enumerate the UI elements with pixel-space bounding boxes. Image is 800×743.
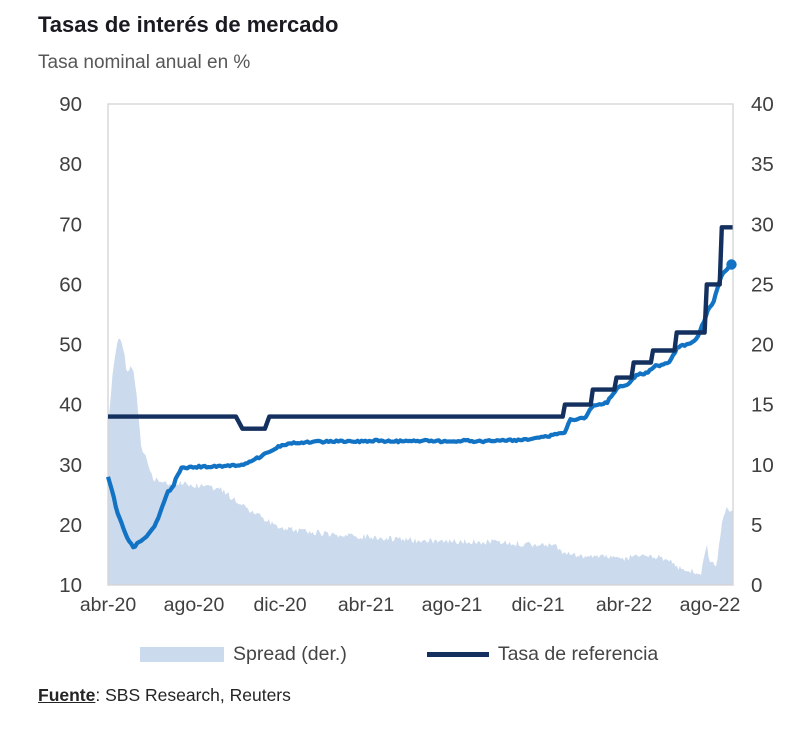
legend-label-referencia: Tasa de referencia <box>497 643 659 665</box>
right-axis-tick-label: 15 <box>751 394 774 417</box>
x-axis-tick-label: ago-22 <box>680 594 741 616</box>
right-axis-tick-label: 10 <box>751 454 774 477</box>
source-label: Fuente <box>38 685 96 705</box>
left-axis-tick-label: 30 <box>59 454 82 477</box>
report-page: Tasas de interés de mercado Tasa nominal… <box>0 12 800 743</box>
left-axis-tick-label: 40 <box>59 394 82 417</box>
chart-title: Tasas de interés de mercado <box>38 12 339 37</box>
chart-legend: Spread (der.) Tasa de referencia <box>140 643 800 666</box>
x-axis-tick-label: abr-20 <box>80 594 137 616</box>
legend-item-referencia: Tasa de referencia <box>426 643 659 666</box>
left-axis-tick-label: 60 <box>59 273 82 296</box>
right-axis-tick-label: 35 <box>751 153 774 176</box>
x-axis-tick-label: abr-22 <box>596 594 652 616</box>
reference-rate-line-series <box>108 225 733 431</box>
right-axis-tick-label: 20 <box>751 334 774 357</box>
left-axis-tick-label: 10 <box>59 574 82 597</box>
legend-label-spread: Spread (der.) <box>233 643 347 665</box>
x-axis-tick-label: abr-21 <box>338 594 394 616</box>
x-axis-tick-label: ago-21 <box>422 594 483 616</box>
market-rate-end-dot <box>726 259 737 270</box>
chart-subtitle: Tasa nominal anual en % <box>38 52 251 73</box>
left-axis-tick-label: 70 <box>59 213 82 236</box>
spread-area-swatch <box>140 647 224 662</box>
legend-item-spread: Spread (der.) <box>140 643 347 666</box>
left-axis-tick-label: 90 <box>59 93 82 116</box>
spread-area-series <box>108 338 733 585</box>
x-axis-tick-label: dic-20 <box>253 594 306 616</box>
referencia-line-swatch <box>426 652 489 657</box>
source-note: Fuente: SBS Research, Reuters <box>38 685 800 706</box>
source-text: : SBS Research, Reuters <box>95 685 291 705</box>
right-axis-tick-label: 40 <box>751 93 774 116</box>
market-rate-line-series <box>105 262 734 550</box>
right-axis-tick-label: 30 <box>751 213 774 236</box>
chart-canvas: 9080706050403020104035302520151050abr-20… <box>59 93 774 616</box>
left-axis-tick-label: 20 <box>59 514 82 537</box>
left-axis-tick-label: 50 <box>59 334 82 357</box>
x-axis-tick-label: dic-21 <box>511 594 564 616</box>
plot-border <box>107 103 734 586</box>
x-axis-tick-label: ago-20 <box>164 594 225 616</box>
interest-rate-chart: 90 80 70 60 50 40 30 20 10 40 35 30 25 20 15 10 5 0 abr-20… <box>0 90 800 625</box>
right-axis-tick-label: 25 <box>751 273 774 296</box>
right-axis-tick-label: 0 <box>751 574 762 597</box>
right-axis-tick-label: 5 <box>751 514 762 537</box>
left-axis-tick-label: 80 <box>59 153 82 176</box>
